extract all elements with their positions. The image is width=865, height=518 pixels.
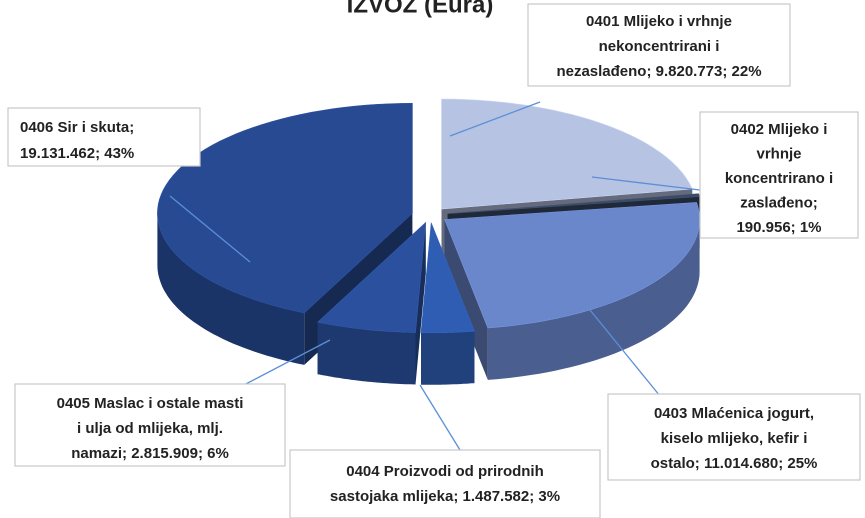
- data-label: 19.131.462; 43%: [20, 145, 134, 162]
- data-label: 0401 Mlijeko i vrhnje: [586, 13, 732, 30]
- slice: [444, 202, 700, 329]
- leader-line: [449, 101, 541, 137]
- data-label: 190.956; 1%: [736, 219, 821, 236]
- data-label: 0406 Sir i skuta;: [20, 119, 134, 136]
- data-label: nekoncentrirani i: [599, 38, 720, 55]
- label-box: [14, 383, 286, 467]
- label-box: [607, 393, 861, 481]
- data-label: 0402 Mlijeko i: [731, 121, 828, 138]
- chart-title: IZVOZ (Eura): [347, 0, 494, 18]
- leader-line: [241, 339, 331, 387]
- label-box: [699, 111, 859, 239]
- slice: [157, 102, 413, 314]
- leader-line: [591, 176, 701, 191]
- data-label: zaslađeno;: [740, 194, 818, 211]
- slice-wall: [421, 331, 475, 385]
- data-label: koncentrirano i: [725, 170, 833, 187]
- leader-line: [169, 195, 251, 263]
- data-label: nezaslađeno; 9.820.773; 22%: [556, 63, 761, 80]
- leader-line: [419, 384, 461, 451]
- label-box: [527, 3, 791, 87]
- slice: [420, 222, 475, 334]
- data-label: 0404 Proizvodi od prirodnih: [346, 463, 544, 480]
- slice-wall: [487, 219, 700, 380]
- data-label: 0403 Mlaćenica jogurt,: [654, 405, 814, 422]
- data-label: namazi; 2.815.909; 6%: [71, 445, 229, 462]
- data-label: vrhnje: [756, 145, 801, 162]
- slice-wall: [317, 322, 416, 385]
- slice-side: [444, 219, 488, 380]
- data-label: sastojaka mlijeka; 1.487.582; 3%: [330, 488, 560, 505]
- label-box: [7, 107, 201, 167]
- data-label: 0405 Maslac i ostale masti: [57, 395, 244, 412]
- data-label: i ulja od mlijeka, mlj.: [77, 420, 223, 437]
- data-label: kiselo mlijeko, kefir i: [661, 430, 808, 447]
- slice: [316, 221, 427, 333]
- slice-wall: [157, 213, 305, 365]
- data-label: ostalo; 11.014.680; 25%: [651, 455, 818, 472]
- leader-line: [589, 309, 661, 397]
- label-box: [289, 449, 601, 518]
